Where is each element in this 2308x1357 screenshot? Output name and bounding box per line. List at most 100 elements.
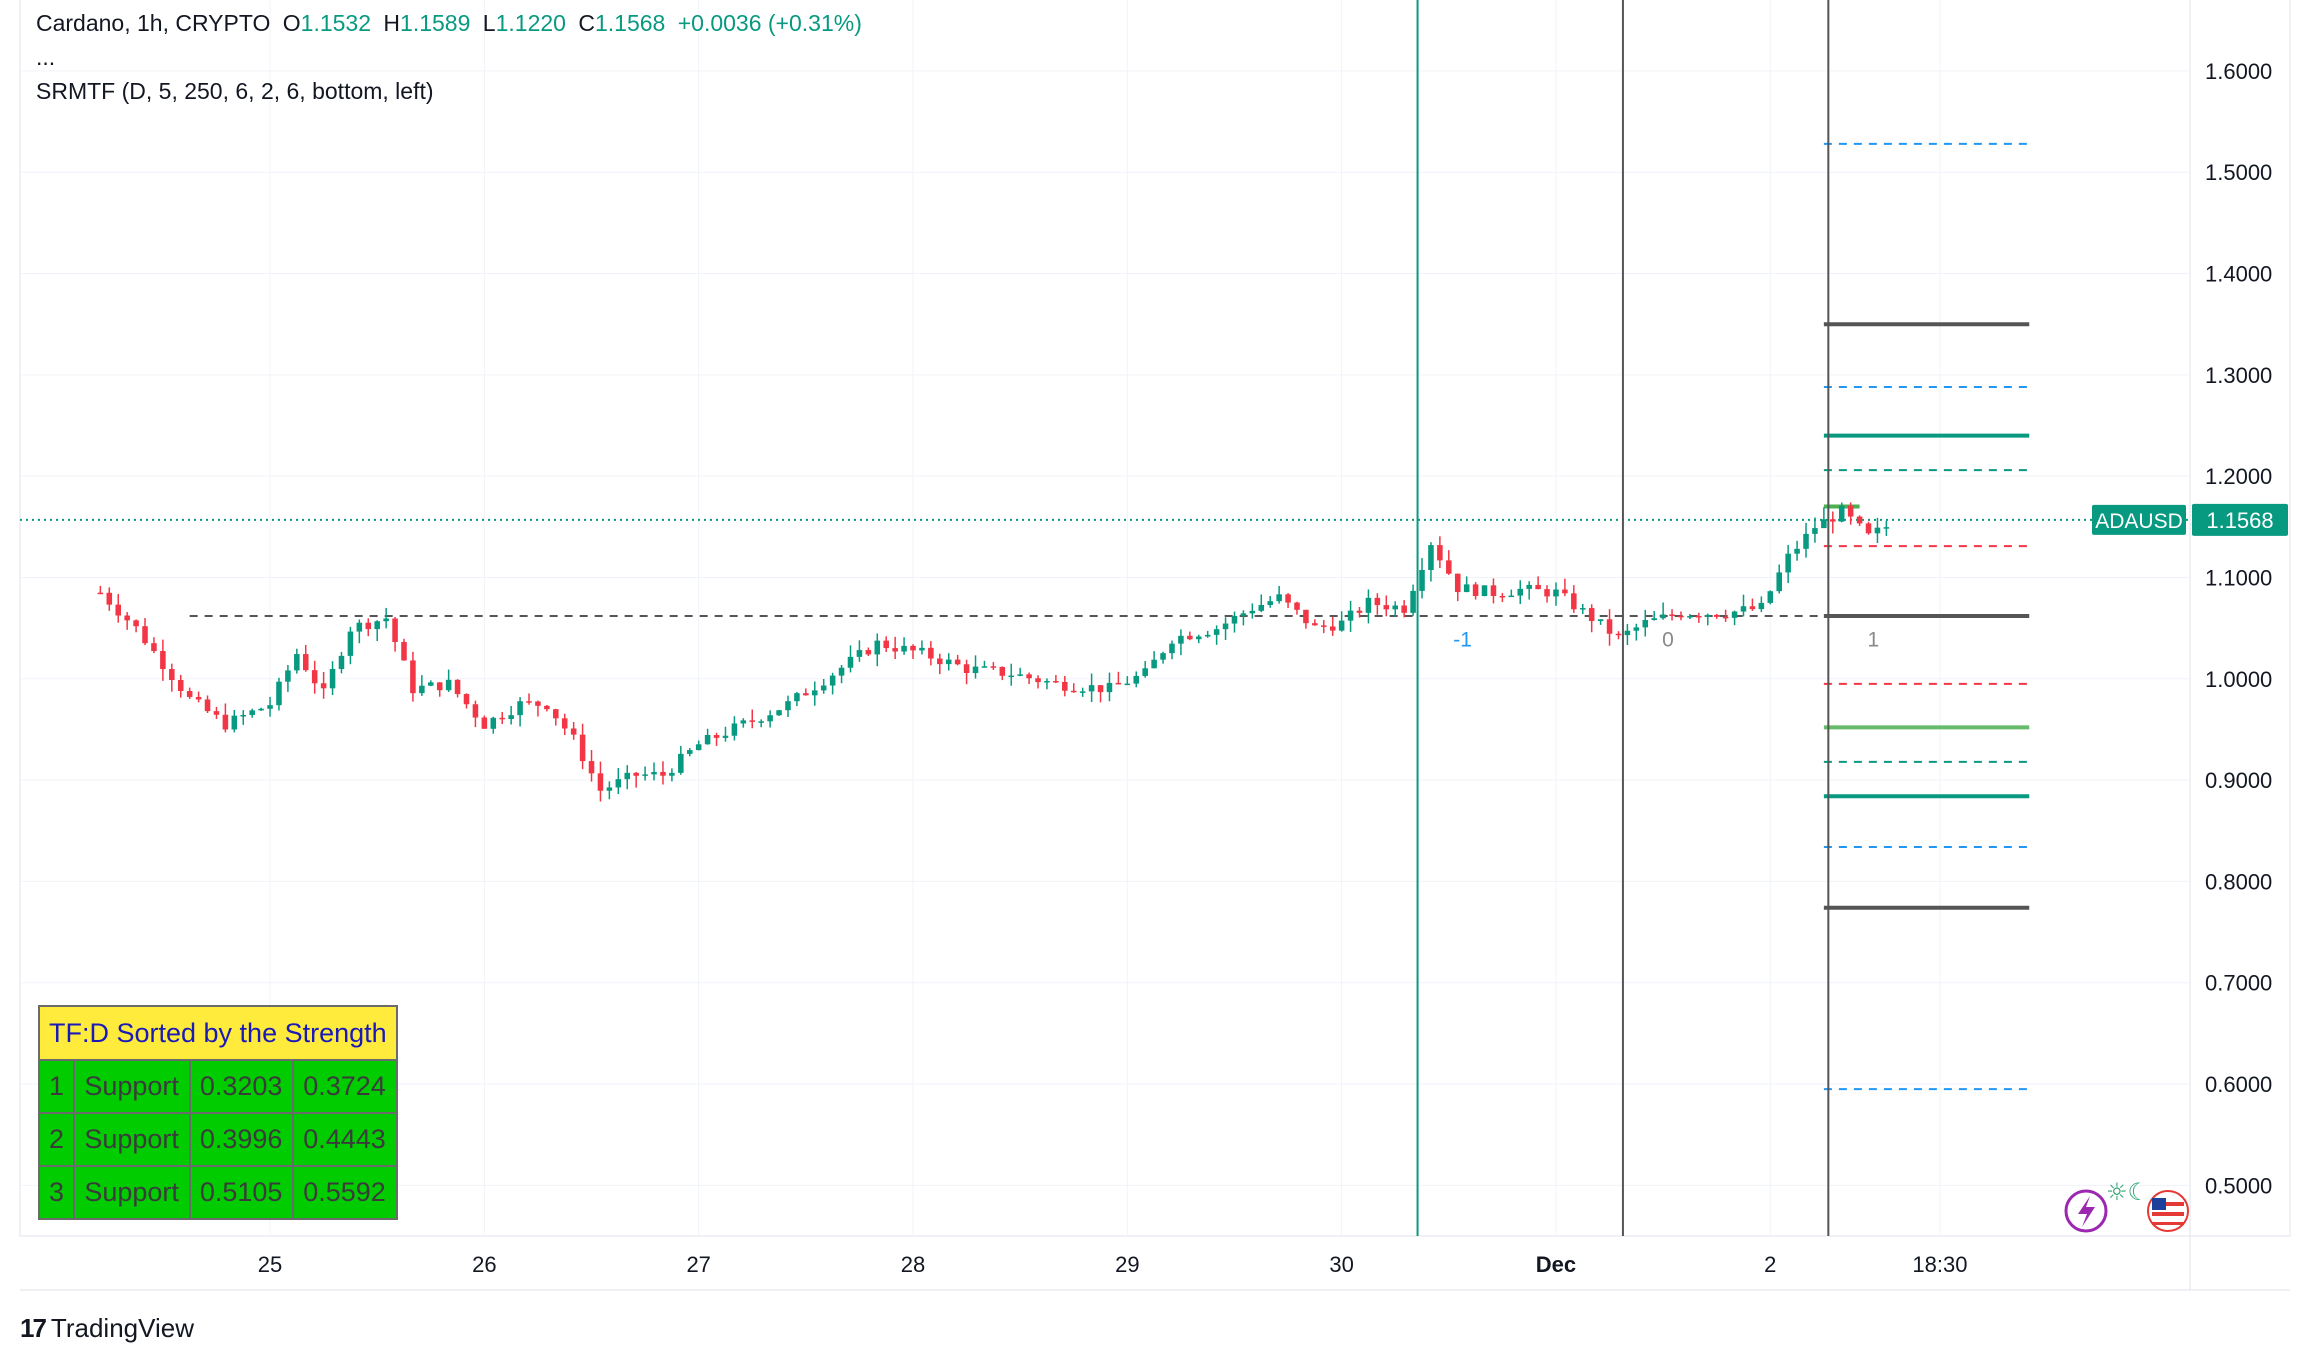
candle-body bbox=[1133, 675, 1140, 684]
candle-body bbox=[1419, 570, 1425, 591]
low-value: 1.1220 bbox=[495, 10, 566, 36]
candle-body bbox=[97, 592, 104, 595]
x-tick-label: 25 bbox=[258, 1252, 282, 1277]
candle-body bbox=[1597, 619, 1604, 622]
candle-body bbox=[1678, 615, 1684, 618]
symbol-legend[interactable]: Cardano, 1h, CRYPTO O1.1532 H1.1589 L1.1… bbox=[36, 10, 868, 37]
candle-body bbox=[1142, 668, 1148, 676]
high-label: H bbox=[383, 10, 401, 36]
indicator-legend[interactable]: SRMTF (D, 5, 250, 6, 2, 6, bottom, left) bbox=[36, 78, 434, 104]
candle-body bbox=[463, 694, 470, 705]
candle-body bbox=[1410, 590, 1416, 613]
candle-body bbox=[169, 669, 175, 681]
candle-body bbox=[1615, 633, 1622, 636]
candle-body bbox=[874, 640, 881, 655]
candle-body bbox=[160, 651, 166, 670]
candle-body bbox=[1874, 527, 1881, 534]
y-tick-label: 1.1000 bbox=[2205, 565, 2272, 590]
candle-body bbox=[276, 681, 282, 706]
price-tag-text: 1.1568 bbox=[2206, 508, 2273, 533]
candle-body bbox=[1213, 629, 1220, 635]
x-tick-label: 29 bbox=[1115, 1252, 1139, 1277]
sun-moon-icon[interactable]: ☼☾ bbox=[2106, 1178, 2149, 1206]
candle-body bbox=[374, 621, 380, 630]
tradingview-brand[interactable]: 17 TradingView bbox=[20, 1313, 194, 1344]
candle-body bbox=[1535, 584, 1541, 590]
candle-body bbox=[812, 690, 818, 696]
candle-body bbox=[624, 772, 631, 780]
x-tick-label: 27 bbox=[686, 1252, 710, 1277]
candle-body bbox=[410, 660, 416, 694]
candle-body bbox=[1490, 585, 1497, 596]
candle-body bbox=[1240, 613, 1247, 616]
candle-body bbox=[803, 693, 809, 696]
candle-body bbox=[1222, 623, 1229, 630]
candle-body bbox=[1258, 604, 1265, 611]
candle-body bbox=[347, 631, 354, 656]
legend-more-button[interactable]: ... bbox=[36, 44, 56, 70]
bottom-right-icons[interactable]: ☼☾ bbox=[2064, 1178, 2189, 1233]
candle-body bbox=[1749, 606, 1756, 610]
candle-body bbox=[1187, 635, 1193, 640]
candle-body bbox=[660, 771, 666, 776]
candle-body bbox=[1544, 589, 1550, 597]
symbol-title[interactable]: Cardano, 1h, CRYPTO bbox=[36, 10, 271, 36]
candle-body bbox=[1160, 653, 1166, 660]
x-tick-label: 18:30 bbox=[1912, 1252, 1967, 1277]
flag-canton bbox=[2152, 1198, 2166, 1210]
strength-table: TF:D Sorted by the Strength 1 Support 0.… bbox=[37, 1005, 398, 1220]
axes: 1.6000 1.5000 1.4000 1.3000 1.2000 1.1000 1.00… bbox=[258, 59, 2272, 1277]
candle-body bbox=[1062, 681, 1068, 691]
table-row: 2 Support 0.3996 0.4443 bbox=[37, 1112, 398, 1167]
candle-body bbox=[1115, 682, 1122, 685]
candle-body bbox=[499, 717, 505, 720]
candle-body bbox=[1428, 545, 1434, 571]
candle-body bbox=[1588, 608, 1595, 622]
candle-body bbox=[1865, 523, 1872, 534]
price-tags: ADAUSD 1.1568 bbox=[2092, 503, 2288, 536]
y-tick-label: 0.8000 bbox=[2205, 869, 2272, 894]
table-title: TF:D Sorted by the Strength bbox=[38, 1005, 398, 1061]
candle-body bbox=[749, 720, 756, 722]
candle-body bbox=[445, 679, 452, 691]
candle-body bbox=[937, 658, 943, 665]
candle-body bbox=[1579, 608, 1586, 610]
candle-body bbox=[990, 666, 997, 668]
candle-body bbox=[285, 670, 291, 682]
candle-body bbox=[588, 761, 595, 774]
candle-body bbox=[365, 622, 372, 630]
candle-body bbox=[1276, 594, 1282, 602]
candle-body bbox=[981, 666, 988, 668]
candle-body bbox=[1856, 516, 1863, 524]
candle-body bbox=[1106, 682, 1113, 693]
candle-body bbox=[1731, 611, 1738, 618]
candle-body bbox=[901, 645, 907, 652]
candle-body bbox=[1838, 505, 1845, 522]
candle-body bbox=[1803, 533, 1809, 549]
y-tick-label: 0.7000 bbox=[2205, 971, 2272, 996]
candle-body bbox=[124, 615, 130, 621]
candle-body bbox=[838, 667, 845, 676]
candle-body bbox=[785, 701, 791, 711]
candle-body bbox=[177, 680, 184, 692]
table-row: 1 Support 0.3203 0.3724 bbox=[37, 1059, 398, 1114]
flag-stripe bbox=[2152, 1202, 2184, 1206]
row-high: 0.3724 bbox=[292, 1059, 398, 1114]
candle-body bbox=[1722, 616, 1729, 619]
candle-body bbox=[570, 728, 577, 735]
x-tick-label: Dec bbox=[1536, 1252, 1576, 1277]
candle-body bbox=[1374, 597, 1381, 606]
candle-body bbox=[704, 735, 711, 745]
y-tick-label: 1.5000 bbox=[2205, 160, 2272, 185]
candle-body bbox=[1169, 643, 1175, 654]
tradingview-logo-icon: 17 bbox=[20, 1313, 47, 1343]
candle-body bbox=[883, 640, 889, 649]
candle-body bbox=[928, 647, 934, 659]
y-tick-label: 0.6000 bbox=[2205, 1072, 2272, 1097]
candle-body bbox=[1401, 605, 1407, 613]
close-label: C bbox=[578, 10, 595, 36]
candle-body bbox=[1026, 674, 1032, 679]
row-type: Support bbox=[73, 1059, 191, 1114]
candle-body bbox=[1249, 610, 1256, 614]
